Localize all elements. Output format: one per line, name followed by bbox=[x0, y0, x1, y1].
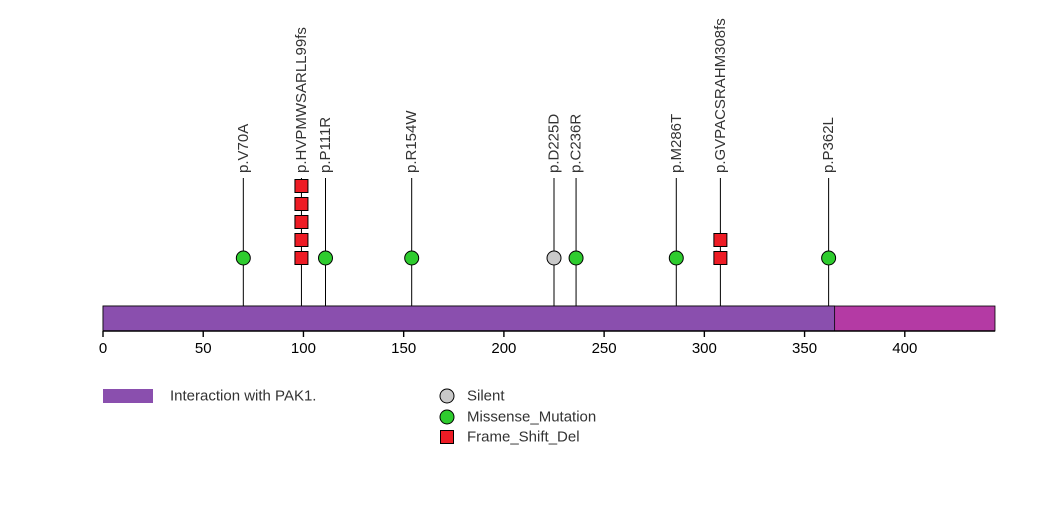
mutation-marker bbox=[821, 250, 837, 266]
x-axis-tick-label: 150 bbox=[391, 340, 416, 357]
legend-label: Missense_Mutation bbox=[467, 409, 596, 426]
mutation-marker bbox=[294, 215, 309, 229]
legend-marker-missense-mutation bbox=[439, 409, 455, 425]
mutation-marker bbox=[404, 250, 420, 266]
x-axis-tick-label: 350 bbox=[792, 340, 817, 357]
mutation-marker bbox=[294, 197, 309, 211]
x-axis-tick-label: 250 bbox=[592, 340, 617, 357]
legend-domain-label: Interaction with PAK1. bbox=[170, 388, 316, 405]
legend-marker-silent bbox=[439, 388, 455, 404]
mutation-label: p.M286T bbox=[668, 114, 685, 173]
mutation-marker bbox=[546, 250, 562, 266]
mutation-marker bbox=[294, 179, 309, 193]
legend-label: Silent bbox=[467, 388, 505, 405]
x-axis-tick-label: 100 bbox=[291, 340, 316, 357]
mutation-marker bbox=[713, 233, 728, 247]
mutation-label: p.V70A bbox=[235, 124, 252, 173]
mutation-marker bbox=[713, 251, 728, 265]
mutation-label: p.D225D bbox=[546, 114, 563, 173]
legend-label: Frame_Shift_Del bbox=[467, 429, 580, 446]
mutation-marker bbox=[317, 250, 333, 266]
x-axis-tick-label: 200 bbox=[491, 340, 516, 357]
mutation-label: p.C236R bbox=[568, 114, 585, 173]
mutation-label: p.P111R bbox=[317, 117, 334, 173]
mutation-marker bbox=[235, 250, 251, 266]
mutation-label: p.GVPACSRAHM308fs bbox=[712, 18, 729, 173]
mutation-label: p.HVPMWSARLL99fs bbox=[293, 27, 310, 173]
mutation-marker bbox=[668, 250, 684, 266]
x-axis-tick-label: 300 bbox=[692, 340, 717, 357]
mutation-marker bbox=[294, 233, 309, 247]
x-axis-tick-label: 400 bbox=[892, 340, 917, 357]
legend-marker-frame-shift-del bbox=[440, 430, 454, 444]
mutation-marker bbox=[294, 251, 309, 265]
protein-domain bbox=[102, 305, 836, 332]
legend-domain-swatch bbox=[103, 389, 153, 403]
x-axis-tick-label: 50 bbox=[195, 340, 212, 357]
mutation-marker bbox=[568, 250, 584, 266]
mutation-label: p.P362L bbox=[820, 117, 837, 173]
mutation-label: p.R154W bbox=[403, 110, 420, 173]
x-axis-tick-label: 0 bbox=[99, 340, 107, 357]
